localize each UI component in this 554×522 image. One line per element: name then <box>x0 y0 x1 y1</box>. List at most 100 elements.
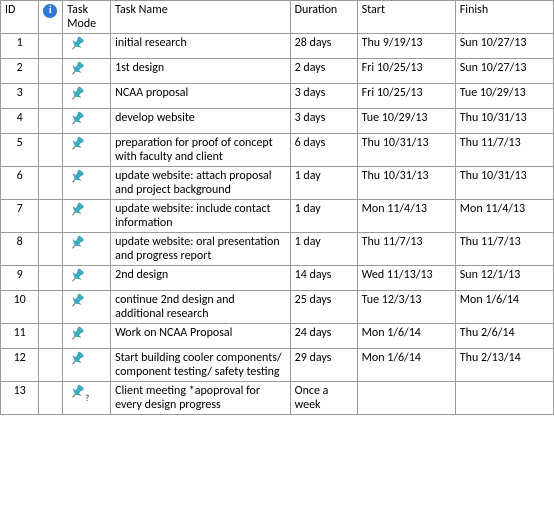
row-id: 1 <box>1 34 39 59</box>
row-indicator <box>39 84 63 109</box>
row-id: 8 <box>1 233 39 266</box>
task-duration: 25 days <box>290 291 357 324</box>
row-indicator <box>39 233 63 266</box>
task-start: Mon 1/6/14 <box>357 349 455 382</box>
col-header-info[interactable]: i <box>39 1 63 34</box>
table-row[interactable]: 8update website: oral presentation and p… <box>1 233 554 266</box>
task-start: Mon 1/6/14 <box>357 324 455 349</box>
row-id: 9 <box>1 266 39 291</box>
row-indicator <box>39 324 63 349</box>
table-row[interactable]: 7update website: include contact informa… <box>1 200 554 233</box>
table-row[interactable]: 3NCAA proposal3 daysFri 10/25/13Tue 10/2… <box>1 84 554 109</box>
task-start: Fri 10/25/13 <box>357 84 455 109</box>
table-row[interactable]: 21st design2 daysFri 10/25/13Sun 10/27/1… <box>1 59 554 84</box>
col-header-id[interactable]: ID <box>1 1 39 34</box>
row-id: 11 <box>1 324 39 349</box>
task-mode-cell <box>63 291 111 324</box>
row-id: 3 <box>1 84 39 109</box>
row-indicator <box>39 291 63 324</box>
row-id: 13 <box>1 382 39 415</box>
task-name: preparation for proof of concept with fa… <box>111 134 291 167</box>
task-duration: 28 days <box>290 34 357 59</box>
table-row[interactable]: 9 2nd design14 daysWed 11/13/13Sun 12/1/1… <box>1 266 554 291</box>
info-icon: i <box>43 4 57 18</box>
pushpin-icon <box>69 61 85 77</box>
col-header-name[interactable]: Task Name <box>111 1 291 34</box>
task-finish: Sun 10/27/13 <box>455 59 553 84</box>
table-row[interactable]: 6update website: attach proposal and pro… <box>1 167 554 200</box>
task-finish <box>455 382 553 415</box>
row-id: 12 <box>1 349 39 382</box>
task-duration: 14 days <box>290 266 357 291</box>
row-id: 2 <box>1 59 39 84</box>
task-mode-cell <box>63 349 111 382</box>
row-id: 4 <box>1 109 39 134</box>
task-mode-cell <box>63 109 111 134</box>
task-finish: Thu 10/31/13 <box>455 109 553 134</box>
task-finish: Thu 11/7/13 <box>455 134 553 167</box>
task-start: Wed 11/13/13 <box>357 266 455 291</box>
pushpin-icon <box>69 36 85 52</box>
row-indicator <box>39 109 63 134</box>
task-mode-cell <box>63 324 111 349</box>
task-mode-cell <box>63 233 111 266</box>
task-duration: 3 days <box>290 84 357 109</box>
task-finish: Sun 10/27/13 <box>455 34 553 59</box>
task-name: Work on NCAA Proposal <box>111 324 291 349</box>
task-mode-cell <box>63 167 111 200</box>
task-name: Start building cooler components/ compon… <box>111 349 291 382</box>
task-start: Thu 11/7/13 <box>357 233 455 266</box>
table-row[interactable]: 10 continue 2nd design and additional res… <box>1 291 554 324</box>
task-duration: 1 day <box>290 200 357 233</box>
row-indicator <box>39 34 63 59</box>
task-start: Thu 10/31/13 <box>357 167 455 200</box>
task-mode-cell <box>63 134 111 167</box>
row-indicator <box>39 382 63 415</box>
task-finish: Sun 12/1/13 <box>455 266 553 291</box>
pushpin-icon <box>69 169 85 185</box>
table-row[interactable]: 13?Client meeting *apoproval for every d… <box>1 382 554 415</box>
pushpin-icon <box>69 351 85 367</box>
task-name: initial research <box>111 34 291 59</box>
col-header-finish[interactable]: Finish <box>455 1 553 34</box>
task-finish: Thu 2/6/14 <box>455 324 553 349</box>
task-name: update website: attach proposal and proj… <box>111 167 291 200</box>
task-mode-cell <box>63 200 111 233</box>
task-mode-cell <box>63 266 111 291</box>
task-start: Thu 10/31/13 <box>357 134 455 167</box>
task-finish: Mon 1/6/14 <box>455 291 553 324</box>
pushpin-icon: ? <box>69 384 85 400</box>
task-start: Tue 12/3/13 <box>357 291 455 324</box>
row-id: 10 <box>1 291 39 324</box>
row-indicator <box>39 59 63 84</box>
task-name: continue 2nd design and additional resea… <box>111 291 291 324</box>
table-row[interactable]: 1 initial research28 daysThu 9/19/13Sun 1… <box>1 34 554 59</box>
pushpin-icon <box>69 111 85 127</box>
task-name: NCAA proposal <box>111 84 291 109</box>
col-header-start[interactable]: Start <box>357 1 455 34</box>
row-indicator <box>39 167 63 200</box>
task-finish: Thu 11/7/13 <box>455 233 553 266</box>
table-row[interactable]: 4develop website3 daysTue 10/29/13Thu 10… <box>1 109 554 134</box>
task-duration: 24 days <box>290 324 357 349</box>
col-header-duration[interactable]: Duration <box>290 1 357 34</box>
task-duration: 1 day <box>290 233 357 266</box>
task-duration: 1 day <box>290 167 357 200</box>
task-finish: Mon 11/4/13 <box>455 200 553 233</box>
task-start: Fri 10/25/13 <box>357 59 455 84</box>
row-id: 5 <box>1 134 39 167</box>
task-start <box>357 382 455 415</box>
task-name: 2nd design <box>111 266 291 291</box>
task-duration: 29 days <box>290 349 357 382</box>
col-header-mode[interactable]: Task Mode <box>63 1 111 34</box>
pushpin-icon <box>69 136 85 152</box>
table-row[interactable]: 12 Start building cooler components/ comp… <box>1 349 554 382</box>
row-indicator <box>39 266 63 291</box>
task-start: Thu 9/19/13 <box>357 34 455 59</box>
task-duration: 3 days <box>290 109 357 134</box>
row-indicator <box>39 349 63 382</box>
task-duration: Once a week <box>290 382 357 415</box>
table-row[interactable]: 11 Work on NCAA Proposal24 daysMon 1/6/14… <box>1 324 554 349</box>
task-finish: Thu 2/13/14 <box>455 349 553 382</box>
table-row[interactable]: 5 preparation for proof of concept with f… <box>1 134 554 167</box>
